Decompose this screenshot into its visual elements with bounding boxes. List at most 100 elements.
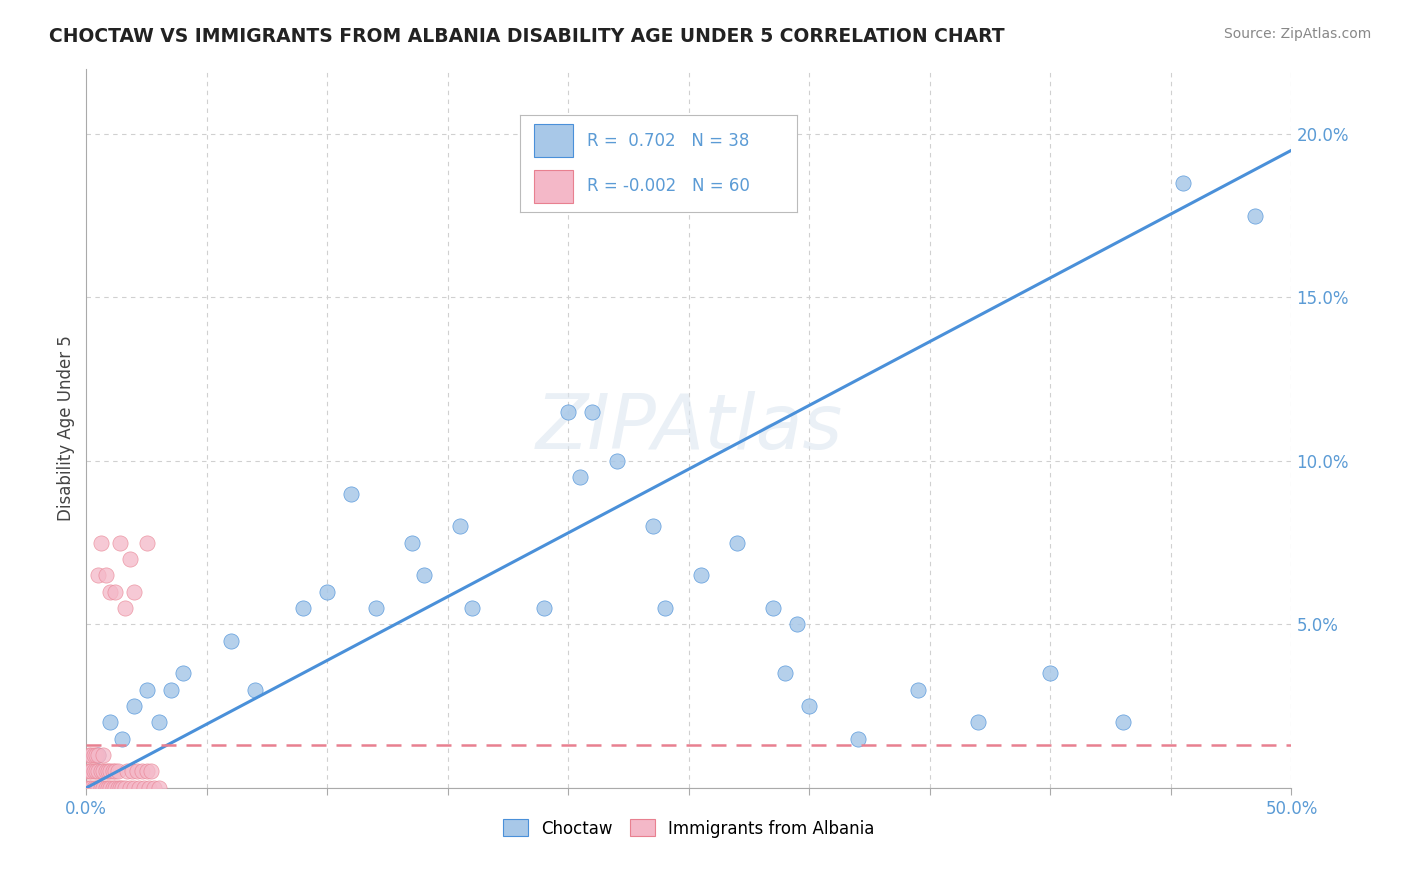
- Point: [91, 748, 114, 763]
- Point: [94, 764, 117, 779]
- Point: [87, 780, 110, 795]
- Point: [581, 405, 603, 419]
- Point: [124, 584, 146, 599]
- Point: [117, 764, 139, 779]
- Point: [172, 666, 194, 681]
- Point: [97, 780, 120, 795]
- Point: [461, 601, 484, 615]
- Point: [107, 764, 129, 779]
- Point: [90, 535, 112, 549]
- Point: [135, 682, 157, 697]
- Point: [104, 780, 127, 795]
- Point: [1171, 176, 1194, 190]
- Point: [449, 519, 471, 533]
- Point: [134, 780, 156, 795]
- Point: [77, 780, 100, 795]
- Legend: Choctaw, Immigrants from Albania: Choctaw, Immigrants from Albania: [496, 813, 882, 844]
- Text: Source: ZipAtlas.com: Source: ZipAtlas.com: [1223, 27, 1371, 41]
- Point: [75, 780, 97, 795]
- Point: [159, 682, 181, 697]
- Point: [101, 764, 124, 779]
- Point: [364, 601, 387, 615]
- Point: [114, 780, 136, 795]
- Point: [401, 535, 423, 549]
- Point: [1039, 666, 1062, 681]
- Point: [124, 699, 146, 714]
- Point: [907, 682, 929, 697]
- Point: [138, 780, 160, 795]
- Point: [77, 748, 100, 763]
- Point: [690, 568, 713, 582]
- Point: [100, 780, 122, 795]
- Point: [1112, 715, 1135, 730]
- Point: [118, 780, 141, 795]
- Point: [131, 764, 153, 779]
- Point: [100, 764, 122, 779]
- Point: [128, 780, 150, 795]
- Point: [80, 748, 103, 763]
- Point: [114, 601, 136, 615]
- Point: [108, 780, 131, 795]
- Point: [77, 764, 100, 779]
- Point: [104, 584, 127, 599]
- Point: [316, 584, 339, 599]
- Point: [83, 764, 105, 779]
- Point: [148, 715, 170, 730]
- Point: [533, 601, 555, 615]
- Point: [135, 535, 157, 549]
- Point: [101, 780, 124, 795]
- Point: [340, 486, 363, 500]
- Point: [80, 764, 103, 779]
- Point: [87, 568, 110, 582]
- Point: [412, 568, 434, 582]
- Y-axis label: Disability Age Under 5: Disability Age Under 5: [58, 335, 75, 521]
- Point: [87, 748, 110, 763]
- Point: [100, 715, 122, 730]
- Point: [111, 731, 134, 746]
- Point: [91, 764, 114, 779]
- Point: [641, 519, 664, 533]
- Point: [846, 731, 869, 746]
- Point: [84, 764, 107, 779]
- Point: [762, 601, 785, 615]
- Point: [557, 405, 579, 419]
- Point: [135, 764, 157, 779]
- Point: [111, 780, 134, 795]
- Point: [219, 633, 242, 648]
- Point: [786, 617, 808, 632]
- Point: [799, 699, 821, 714]
- Point: [606, 454, 628, 468]
- Text: CHOCTAW VS IMMIGRANTS FROM ALBANIA DISABILITY AGE UNDER 5 CORRELATION CHART: CHOCTAW VS IMMIGRANTS FROM ALBANIA DISAB…: [49, 27, 1005, 45]
- Point: [292, 601, 315, 615]
- Point: [125, 764, 148, 779]
- Point: [124, 780, 146, 795]
- Point: [94, 568, 117, 582]
- Point: [84, 748, 107, 763]
- Point: [87, 764, 110, 779]
- Point: [91, 780, 114, 795]
- Point: [90, 780, 112, 795]
- Point: [83, 748, 105, 763]
- Point: [725, 535, 748, 549]
- Point: [83, 780, 105, 795]
- Point: [775, 666, 797, 681]
- Point: [121, 764, 143, 779]
- Point: [87, 748, 110, 763]
- Point: [243, 682, 266, 697]
- Point: [80, 780, 103, 795]
- Point: [654, 601, 676, 615]
- Point: [1244, 209, 1267, 223]
- Point: [107, 780, 129, 795]
- Point: [141, 764, 163, 779]
- Point: [148, 780, 170, 795]
- Point: [104, 764, 127, 779]
- Point: [100, 584, 122, 599]
- Point: [108, 535, 131, 549]
- Point: [84, 780, 107, 795]
- Text: ZIPAtlas: ZIPAtlas: [536, 392, 842, 466]
- Point: [75, 764, 97, 779]
- Point: [142, 780, 165, 795]
- Point: [967, 715, 990, 730]
- Point: [94, 780, 117, 795]
- Point: [118, 552, 141, 566]
